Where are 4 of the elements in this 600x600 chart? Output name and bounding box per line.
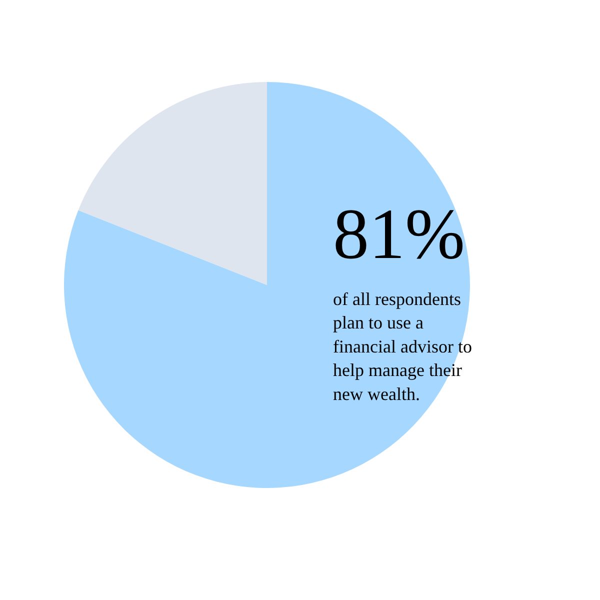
pie-slice <box>64 82 470 488</box>
text: of all respondents plan to use a financial advisor to help manage their new wealth. <box>333 289 472 404</box>
data-label: 81% <box>333 194 465 274</box>
pie-slice <box>78 82 267 285</box>
